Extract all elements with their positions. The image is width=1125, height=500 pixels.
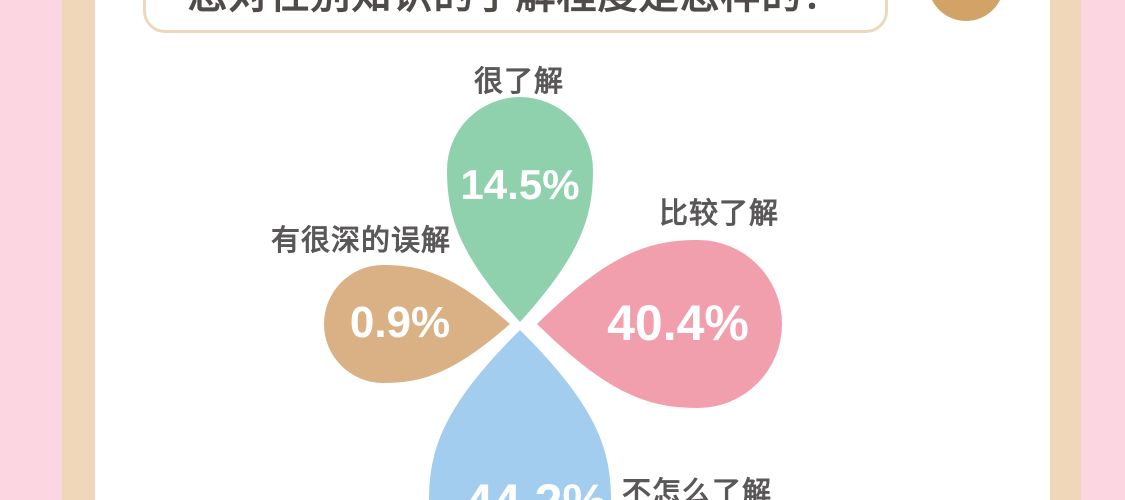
petal-value-not-familiar: 44.2% [465,473,607,500]
right-pink-stripe [1081,0,1125,500]
petal-value-fairly-familiar: 40.4% [607,295,749,351]
petal-not-familiar [429,330,611,500]
petal-misunderstood [324,265,510,383]
petal-label-fairly-familiar: 比较了解 [658,198,780,230]
page-title: 您对性别知识的了解程度是怎样的？ [146,0,885,15]
petal-fairly-familiar [537,240,782,408]
petal-label-very-familiar: 很了解 [473,66,565,98]
decorative-circle [928,0,1004,21]
right-tan-stripe [1050,0,1081,500]
title-banner: 您对性别知识的了解程度是怎样的？ [143,0,888,33]
petal-label-misunderstood: 有很深的误解 [270,225,452,257]
petal-value-very-familiar: 14.5% [460,161,580,208]
left-pink-stripe [0,0,62,500]
petal-very-familiar [447,97,593,322]
petal-label-not-familiar: 不怎么了解 [621,477,773,500]
petal-value-misunderstood: 0.9% [349,298,451,347]
left-tan-stripe [62,0,95,500]
